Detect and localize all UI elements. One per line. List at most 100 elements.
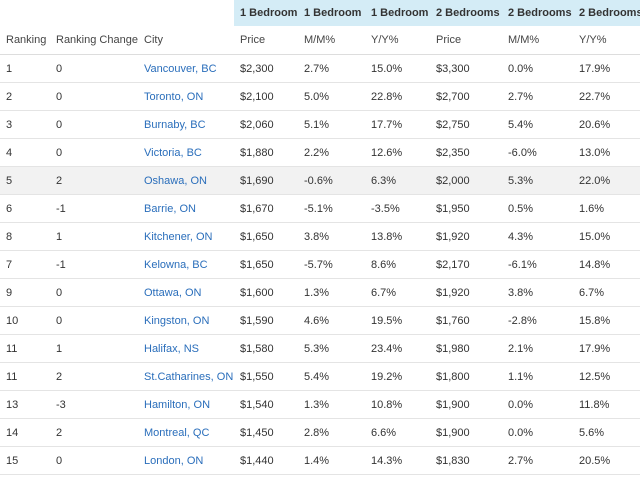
table-row: 3 0 Burnaby, BC $2,060 5.1% 17.7% $2,750 5.4% 20… — [0, 110, 640, 139]
cell-2bed-mm: -6.0% — [502, 138, 573, 167]
cell-2bed-price: $3,300 — [430, 54, 502, 83]
cell-2bed-price: $1,920 — [430, 222, 502, 251]
cell-2bed-mm: -6.1% — [502, 250, 573, 279]
cell-2bed-yy: 20.5% — [573, 446, 640, 475]
cell-1bed-mm: 5.3% — [298, 334, 365, 363]
cell-1bed-mm: -5.1% — [298, 194, 365, 223]
cell-1bed-price: $1,670 — [234, 194, 298, 223]
cell-2bed-mm: 2.1% — [502, 334, 573, 363]
cell-ranking: 10 — [0, 306, 50, 335]
cell-2bed-price: $1,920 — [430, 278, 502, 307]
city-link[interactable]: Kelowna, BC — [138, 250, 234, 279]
cell-1bed-price: $1,600 — [234, 278, 298, 307]
cell-1bed-price: $1,580 — [234, 334, 298, 363]
cell-2bed-yy: 12.5% — [573, 362, 640, 391]
cell-2bed-mm: 0.5% — [502, 194, 573, 223]
city-link[interactable]: Oshawa, ON — [138, 166, 234, 195]
cell-2bed-mm: 0.0% — [502, 390, 573, 419]
table-row: 2 0 Toronto, ON $2,100 5.0% 22.8% $2,700 2.7% 22… — [0, 82, 640, 111]
cell-1bed-price: $1,880 — [234, 138, 298, 167]
group-header-1bed-yy: 1 Bedroom — [365, 0, 430, 26]
cell-2bed-price: $1,980 — [430, 334, 502, 363]
cell-2bed-price: $1,950 — [430, 194, 502, 223]
cell-1bed-mm: -0.6% — [298, 166, 365, 195]
cell-ranking: 11 — [0, 362, 50, 391]
cell-2bed-price: $1,900 — [430, 390, 502, 419]
cell-ranking-change: 2 — [50, 362, 138, 391]
city-link[interactable]: Montreal, QC — [138, 418, 234, 447]
table-body: 1 0 Vancouver, BC $2,300 2.7% 15.0% $3,300 0.0%… — [0, 54, 640, 475]
group-header-1bed-mm: 1 Bedroom — [298, 0, 365, 26]
cell-ranking: 3 — [0, 110, 50, 139]
group-header-2bed-price: 2 Bedrooms — [430, 0, 502, 26]
column-header-1bed-price: Price — [234, 26, 298, 55]
cell-ranking: 15 — [0, 446, 50, 475]
table-row: 11 1 Halifax, NS $1,580 5.3% 23.4% $1,980 2.1% 1… — [0, 334, 640, 363]
column-header-2bed-yy: Y/Y% — [573, 26, 640, 55]
table-row: 15 0 London, ON $1,440 1.4% 14.3% $1,830 2.7% 20… — [0, 446, 640, 475]
cell-ranking: 13 — [0, 390, 50, 419]
cell-ranking-change: 0 — [50, 110, 138, 139]
cell-1bed-price: $1,550 — [234, 362, 298, 391]
cell-ranking-change: 1 — [50, 222, 138, 251]
city-link[interactable]: St.Catharines, ON — [138, 362, 234, 391]
group-header-blank — [50, 0, 138, 26]
cell-1bed-mm: 2.7% — [298, 54, 365, 83]
cell-1bed-price: $1,450 — [234, 418, 298, 447]
cell-2bed-mm: 2.7% — [502, 446, 573, 475]
table-row: 14 2 Montreal, QC $1,450 2.8% 6.6% $1,900 0.0% 5… — [0, 418, 640, 447]
city-link[interactable]: Vancouver, BC — [138, 54, 234, 83]
cell-1bed-yy: 22.8% — [365, 82, 430, 111]
table-row: 4 0 Victoria, BC $1,880 2.2% 12.6% $2,350 -6.0%… — [0, 138, 640, 167]
cell-2bed-yy: 11.8% — [573, 390, 640, 419]
group-header-2bed-yy: 2 Bedrooms — [573, 0, 640, 26]
bedroom-group-header-row: 1 Bedroom 1 Bedroom 1 Bedroom 2 Bedrooms… — [0, 0, 640, 26]
city-link[interactable]: Burnaby, BC — [138, 110, 234, 139]
cell-2bed-mm: 5.4% — [502, 110, 573, 139]
city-link[interactable]: London, ON — [138, 446, 234, 475]
city-link[interactable]: Ottawa, ON — [138, 278, 234, 307]
cell-2bed-mm: 1.1% — [502, 362, 573, 391]
cell-ranking-change: 2 — [50, 418, 138, 447]
cell-ranking: 9 — [0, 278, 50, 307]
cell-2bed-mm: 4.3% — [502, 222, 573, 251]
cell-ranking-change: 0 — [50, 446, 138, 475]
city-link[interactable]: Kitchener, ON — [138, 222, 234, 251]
cell-2bed-price: $2,170 — [430, 250, 502, 279]
city-link[interactable]: Barrie, ON — [138, 194, 234, 223]
city-link[interactable]: Halifax, NS — [138, 334, 234, 363]
cell-1bed-yy: 14.3% — [365, 446, 430, 475]
cell-ranking-change: 0 — [50, 306, 138, 335]
city-link[interactable]: Toronto, ON — [138, 82, 234, 111]
cell-1bed-price: $1,540 — [234, 390, 298, 419]
cell-1bed-price: $2,300 — [234, 54, 298, 83]
cell-1bed-mm: 2.8% — [298, 418, 365, 447]
cell-ranking: 11 — [0, 334, 50, 363]
cell-2bed-yy: 17.9% — [573, 54, 640, 83]
cell-ranking: 5 — [0, 166, 50, 195]
cell-ranking-change: -1 — [50, 250, 138, 279]
cell-1bed-mm: -5.7% — [298, 250, 365, 279]
city-link[interactable]: Hamilton, ON — [138, 390, 234, 419]
city-link[interactable]: Victoria, BC — [138, 138, 234, 167]
cell-1bed-yy: 19.5% — [365, 306, 430, 335]
cell-ranking: 8 — [0, 222, 50, 251]
table-row: 11 2 St.Catharines, ON $1,550 5.4% 19.2% $1,80… — [0, 362, 640, 391]
cell-1bed-mm: 5.0% — [298, 82, 365, 111]
column-header-ranking-change: Ranking Change — [50, 26, 138, 55]
cell-1bed-mm: 1.4% — [298, 446, 365, 475]
cell-2bed-mm: 5.3% — [502, 166, 573, 195]
cell-1bed-mm: 3.8% — [298, 222, 365, 251]
cell-ranking: 2 — [0, 82, 50, 111]
cell-ranking-change: 0 — [50, 82, 138, 111]
cell-1bed-mm: 4.6% — [298, 306, 365, 335]
city-link[interactable]: Kingston, ON — [138, 306, 234, 335]
cell-2bed-mm: -2.8% — [502, 306, 573, 335]
cell-2bed-mm: 2.7% — [502, 82, 573, 111]
cell-2bed-price: $1,800 — [430, 362, 502, 391]
cell-2bed-yy: 6.7% — [573, 278, 640, 307]
cell-1bed-mm: 2.2% — [298, 138, 365, 167]
cell-2bed-price: $2,700 — [430, 82, 502, 111]
column-header-city: City — [138, 26, 234, 55]
cell-2bed-yy: 22.7% — [573, 82, 640, 111]
